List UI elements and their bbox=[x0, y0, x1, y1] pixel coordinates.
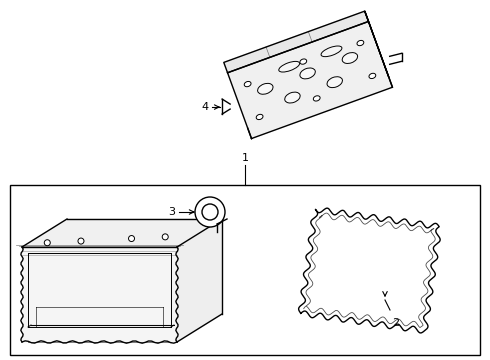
Ellipse shape bbox=[285, 92, 300, 103]
Text: 1: 1 bbox=[242, 153, 248, 163]
Circle shape bbox=[44, 240, 50, 246]
Text: 4: 4 bbox=[201, 102, 208, 112]
Ellipse shape bbox=[357, 40, 364, 46]
Ellipse shape bbox=[342, 53, 358, 63]
Circle shape bbox=[162, 234, 168, 240]
Ellipse shape bbox=[369, 73, 376, 78]
Ellipse shape bbox=[300, 68, 316, 79]
Polygon shape bbox=[28, 325, 174, 327]
Polygon shape bbox=[22, 219, 222, 247]
Circle shape bbox=[202, 204, 218, 220]
Ellipse shape bbox=[313, 96, 320, 101]
Circle shape bbox=[128, 235, 135, 242]
Ellipse shape bbox=[258, 84, 273, 94]
Bar bbox=[10, 185, 480, 355]
Ellipse shape bbox=[279, 62, 299, 72]
Ellipse shape bbox=[327, 77, 343, 87]
Ellipse shape bbox=[244, 81, 251, 87]
Text: 2: 2 bbox=[392, 318, 399, 328]
Ellipse shape bbox=[300, 59, 307, 64]
Polygon shape bbox=[177, 219, 222, 342]
Ellipse shape bbox=[256, 114, 263, 120]
Circle shape bbox=[78, 238, 84, 244]
Circle shape bbox=[195, 197, 225, 227]
Text: 3: 3 bbox=[168, 207, 175, 217]
Polygon shape bbox=[224, 11, 368, 73]
Ellipse shape bbox=[321, 46, 342, 57]
Polygon shape bbox=[365, 11, 392, 87]
Polygon shape bbox=[22, 247, 177, 342]
Polygon shape bbox=[227, 22, 392, 139]
